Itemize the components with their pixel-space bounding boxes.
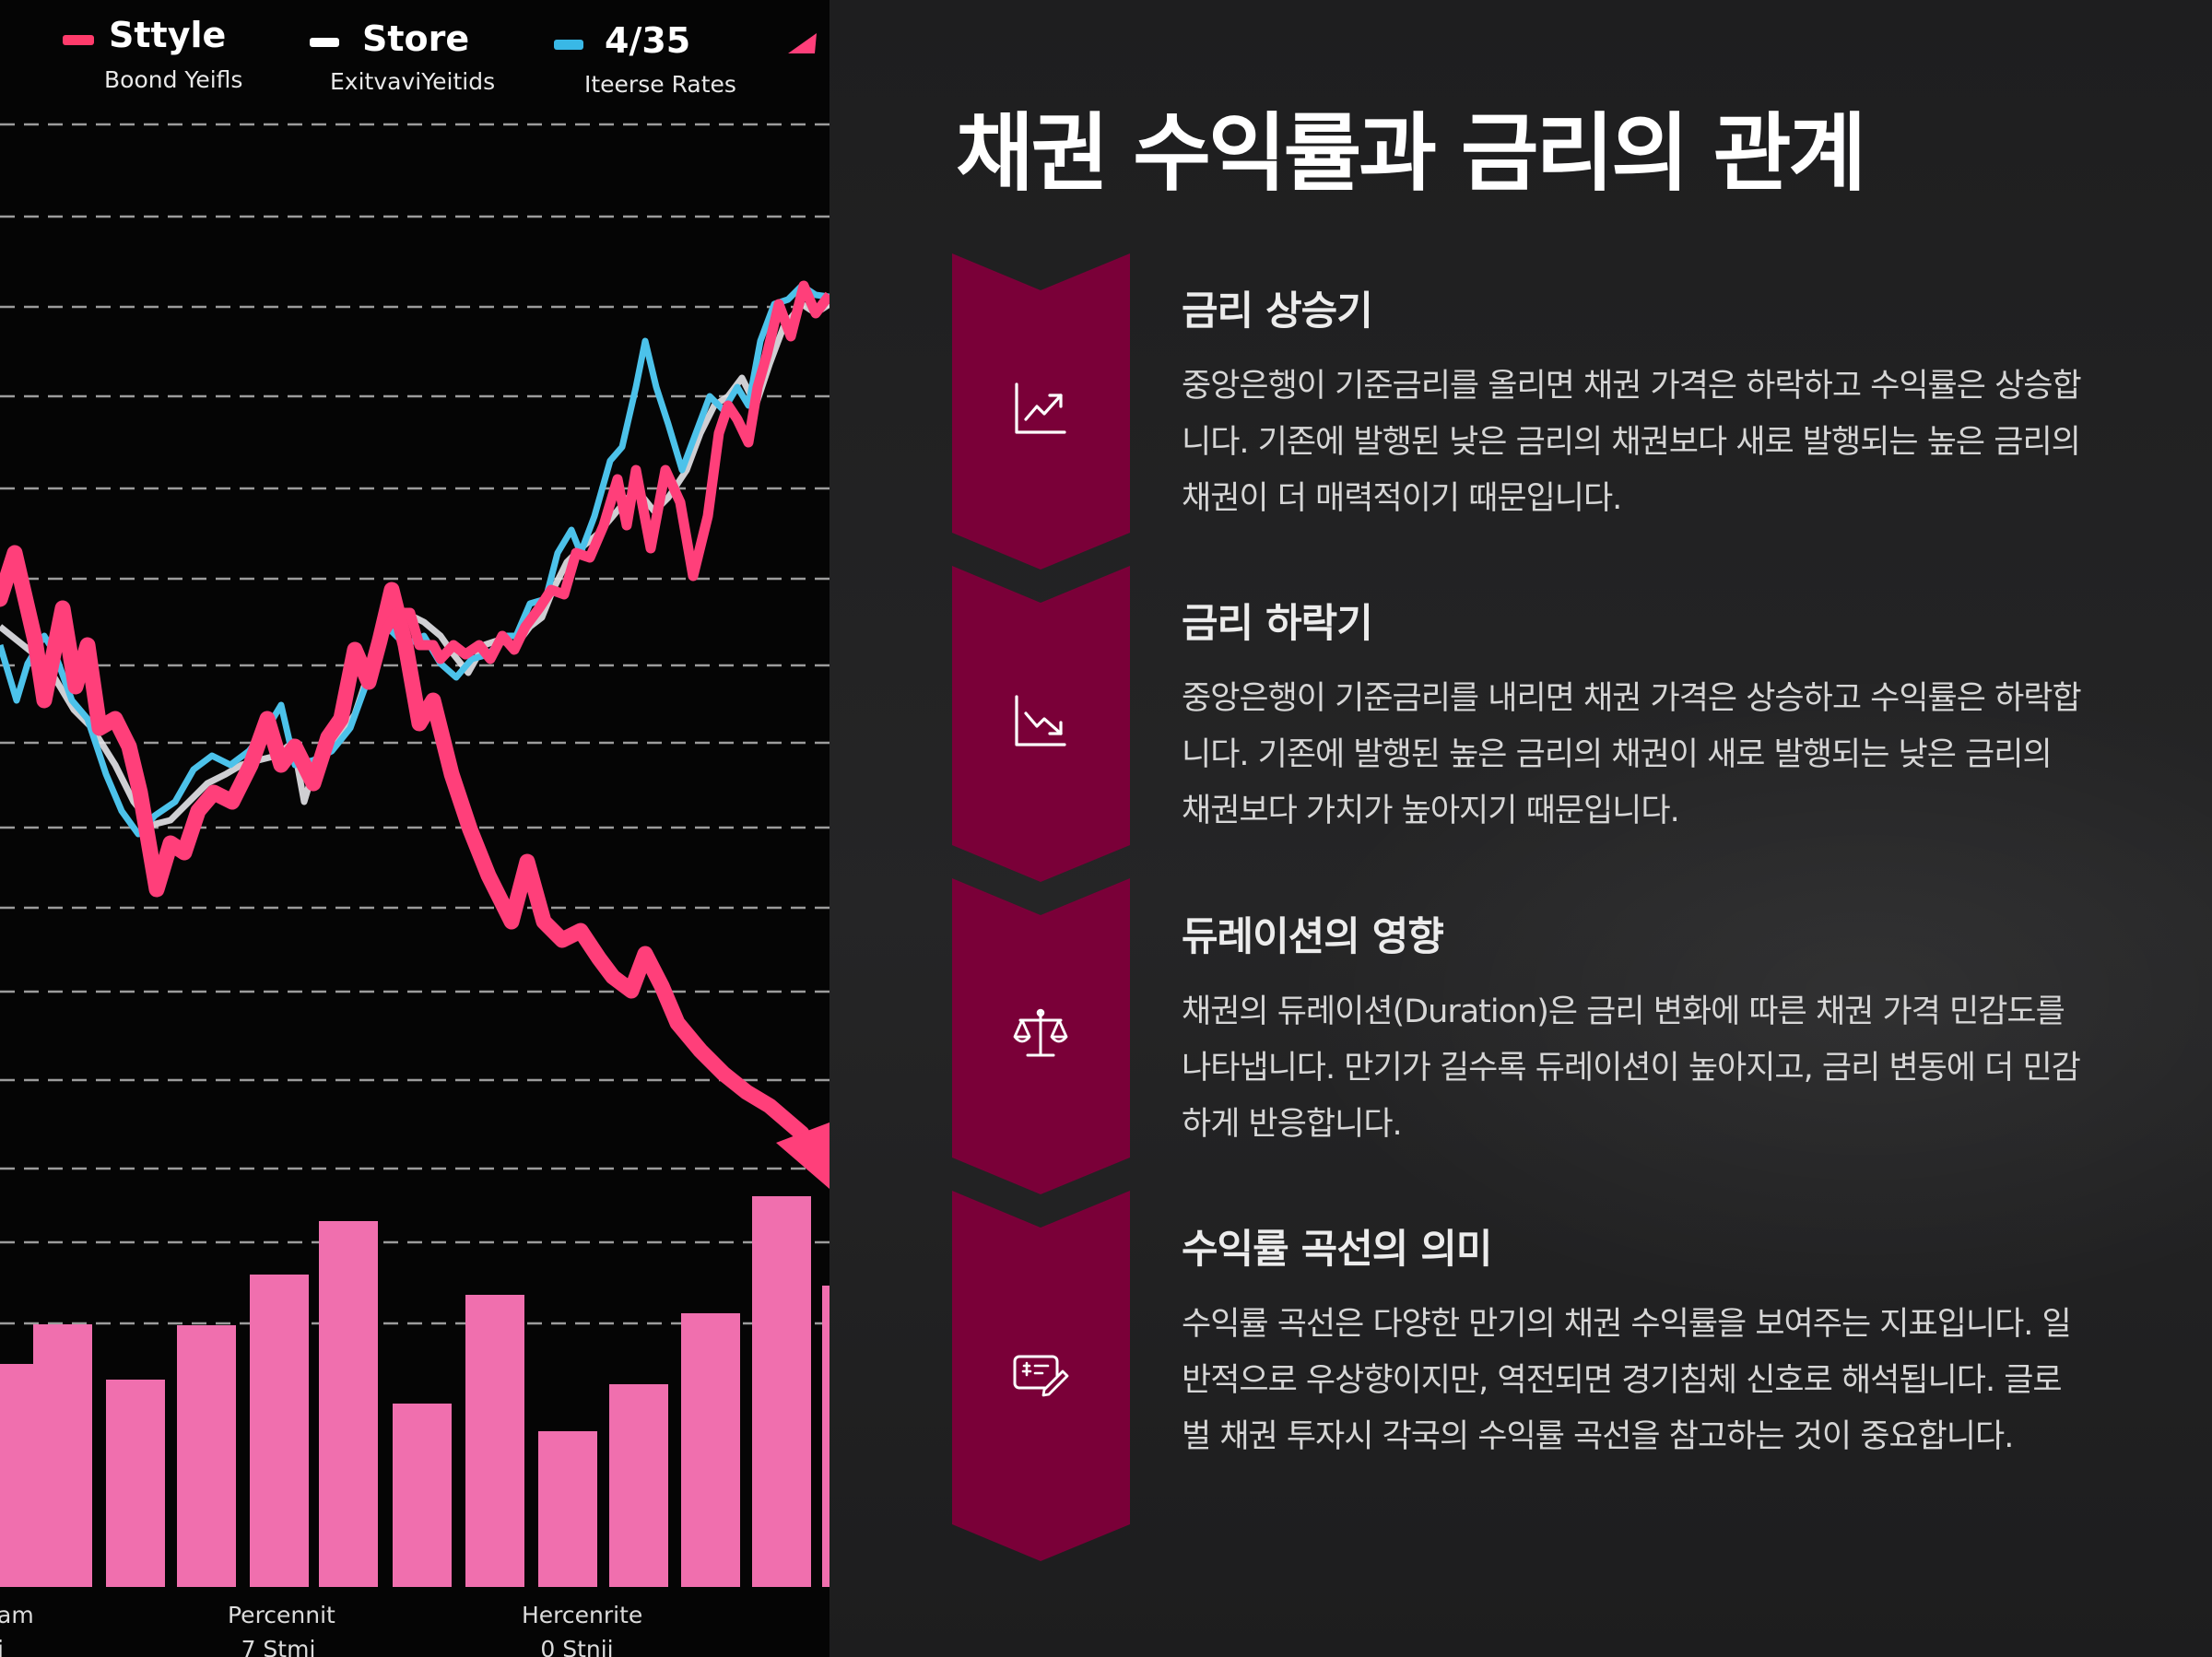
bar (681, 1313, 740, 1587)
bar (319, 1221, 378, 1587)
scale-icon (1013, 1008, 1068, 1057)
corner-triangle-mark (788, 33, 817, 53)
red-line-series (0, 545, 810, 1142)
legend-title: Store (362, 18, 470, 59)
step-text: 듀레이션의 영향 채권의 듀레이션(Duration)은 금리 변화에 따른 채… (1182, 905, 2085, 1153)
step-description: 중앙은행이 기준금리를 내리면 채권 가격은 상승하고 수익률은 하락합니다. … (1182, 680, 2082, 829)
axis-label: am i (0, 1602, 34, 1657)
bar-series (0, 1196, 830, 1587)
trending-up-icon (1015, 382, 1066, 434)
step-title: 금리 상승기 (1182, 288, 1373, 335)
legend-swatch-blue (554, 40, 583, 50)
step-description: 수익률 곡선은 다양한 만기의 채권 수익률을 보여주는 지표입니다. 일반적으… (1182, 1306, 2072, 1455)
step-marker (952, 253, 1130, 570)
step-marker (952, 1191, 1130, 1561)
axis-label: Percennit 7 Stmi (228, 1602, 335, 1657)
bar (393, 1404, 452, 1587)
receipt-pen-icon (1013, 1355, 1069, 1397)
page-title: 채권 수익률과 금리의 관계 (956, 104, 1866, 203)
step-title: 금리 하락기 (1182, 601, 1373, 647)
legend-swatch-white (310, 38, 339, 47)
step-description: 채권의 듀레이션(Duration)은 금리 변화에 따른 채권 가격 민감도를… (1182, 993, 2081, 1143)
chevron-shape (952, 1191, 1130, 1561)
white-line-series (0, 300, 830, 828)
step-description: 중앙은행이 기준금리를 올리면 채권 가격은 하락하고 수익률은 상승합니다. … (1182, 368, 2082, 517)
trending-down-icon (1015, 695, 1066, 746)
chart-graphic (0, 33, 830, 1587)
bar (250, 1275, 309, 1587)
step-title: 듀레이션의 영향 (1182, 914, 1444, 960)
content-panel: 채권 수익률과 금리의 관계 금리 상승기 중앙은행이 기준금리를 올리면 채권… (830, 0, 2212, 1657)
legend-title: Sttyle (109, 15, 227, 55)
bond-chart-image: Sttyle Boond Yeifls Store ExitvaviYeitid… (0, 0, 830, 1657)
bar (822, 1286, 830, 1587)
step-text: 금리 상승기 중앙은행이 기준금리를 올리면 채권 가격은 하락하고 수익률은 … (1182, 279, 2085, 527)
step-marker (952, 878, 1130, 1194)
bar (752, 1196, 811, 1587)
step-title: 수익률 곡선의 의미 (1182, 1227, 1492, 1273)
legend-subtitle: ExitvaviYeitids (330, 68, 496, 95)
legend-title: 4/35 (605, 20, 691, 61)
step-marker (952, 566, 1130, 882)
step-text: 수익률 곡선의 의미 수익률 곡선은 다양한 만기의 채권 수익률을 보여주는 … (1182, 1217, 2085, 1465)
legend-subtitle: Iteerse Rates (584, 71, 736, 98)
bar (33, 1324, 92, 1587)
bar (538, 1431, 597, 1587)
legend-subtitle: Boond Yeifls (104, 66, 243, 93)
red-line-upper (375, 280, 830, 664)
red-arrow-head (776, 1122, 830, 1189)
bar (465, 1295, 524, 1587)
bar (177, 1325, 236, 1587)
bar (106, 1380, 165, 1587)
step-text: 금리 하락기 중앙은행이 기준금리를 내리면 채권 가격은 상승하고 수익률은 … (1182, 592, 2085, 840)
legend-swatch-red (63, 35, 94, 45)
bar (609, 1384, 668, 1587)
axis-label: Hercenrite 0 Stnii (522, 1602, 643, 1657)
